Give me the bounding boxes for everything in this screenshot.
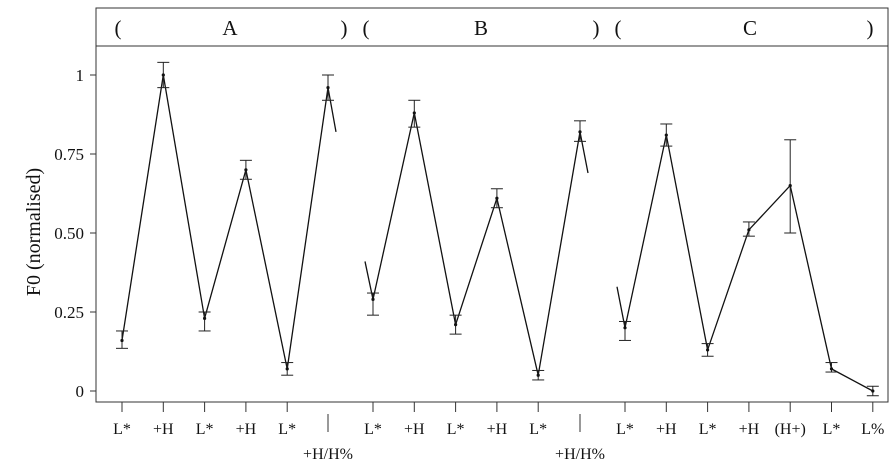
data-point	[326, 86, 330, 90]
x-tick-label: +H	[487, 421, 508, 438]
data-marks	[116, 61, 879, 397]
x-tick-label: L*	[699, 421, 717, 438]
data-point	[623, 326, 627, 330]
series-line-B	[364, 112, 589, 376]
data-point	[120, 338, 124, 343]
data-point	[871, 389, 875, 393]
data-point	[706, 348, 710, 352]
y-tick-label: 1	[76, 66, 85, 85]
plot-border	[95, 7, 889, 403]
x-tick-label: +H/H%	[555, 446, 605, 463]
data-point	[454, 323, 458, 327]
y-tick-label: 0.25	[54, 303, 84, 322]
group-label: A	[222, 16, 238, 40]
group-close-bracket: )	[341, 16, 348, 40]
group-close-bracket: )	[593, 16, 600, 40]
data-point	[285, 367, 289, 371]
x-tick-label: L*	[364, 421, 382, 438]
x-tick-label: L%	[861, 421, 884, 438]
x-tick-label: L*	[113, 421, 131, 438]
y-axis: 0 0.25 0.50 0.75 1	[54, 66, 96, 401]
x-tick-label: +H	[236, 421, 257, 438]
x-tick-label: L*	[529, 421, 547, 438]
data-point	[664, 133, 668, 137]
series-line-A	[121, 74, 337, 370]
data-point	[747, 228, 751, 232]
x-tick-label: L*	[278, 421, 296, 438]
y-tick-label: 0	[76, 382, 85, 401]
data-point	[371, 297, 375, 301]
x-tick-label: +H/H%	[303, 446, 353, 463]
x-tick-label: L*	[196, 421, 214, 438]
group-label: B	[474, 16, 488, 40]
group-header: ( A) ( B) ( C)	[115, 16, 874, 40]
data-point	[203, 316, 207, 320]
data-point	[161, 73, 165, 77]
x-tick-label: L*	[823, 421, 841, 438]
y-axis-label: F0 (normalised)	[23, 168, 45, 296]
group-open-bracket: (	[115, 16, 122, 40]
group-open-bracket: (	[615, 16, 622, 40]
plot-frame	[95, 7, 889, 403]
x-axis: L* +H L* +H L* +H/H% L* +H L* +H L* +H/H% L* +H L* +H (H…	[113, 402, 884, 463]
series-line-C	[616, 134, 874, 392]
x-tick-label: +H	[739, 421, 760, 438]
group-label: C	[743, 16, 757, 40]
data-point	[536, 373, 540, 377]
y-tick-label: 0.75	[54, 145, 84, 164]
data-point	[244, 168, 248, 172]
group-open-bracket: (	[363, 16, 370, 40]
x-tick-label: (H+)	[775, 421, 806, 438]
data-point	[578, 130, 582, 134]
x-tick-label: L*	[447, 421, 465, 438]
data-point	[829, 367, 834, 371]
group-close-bracket: )	[867, 16, 874, 40]
y-tick-label: 0.50	[54, 224, 84, 243]
x-tick-label: +H	[404, 421, 425, 438]
data-point	[788, 184, 792, 188]
x-tick-label: L*	[616, 421, 634, 438]
data-point	[412, 111, 416, 115]
data-point	[495, 196, 499, 200]
x-tick-label: +H	[656, 421, 677, 438]
x-tick-label: +H	[153, 421, 174, 438]
